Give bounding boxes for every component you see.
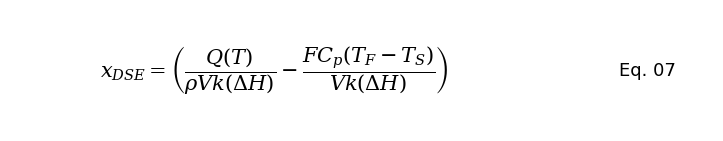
Text: Eq. 07: Eq. 07	[619, 61, 675, 80]
Text: $x_{DSE} = \left(\dfrac{Q(T)}{\rho Vk(\Delta H)} - \dfrac{FC_p(T_F - T_S)}{Vk(\D: $x_{DSE} = \left(\dfrac{Q(T)}{\rho Vk(\D…	[100, 44, 449, 97]
